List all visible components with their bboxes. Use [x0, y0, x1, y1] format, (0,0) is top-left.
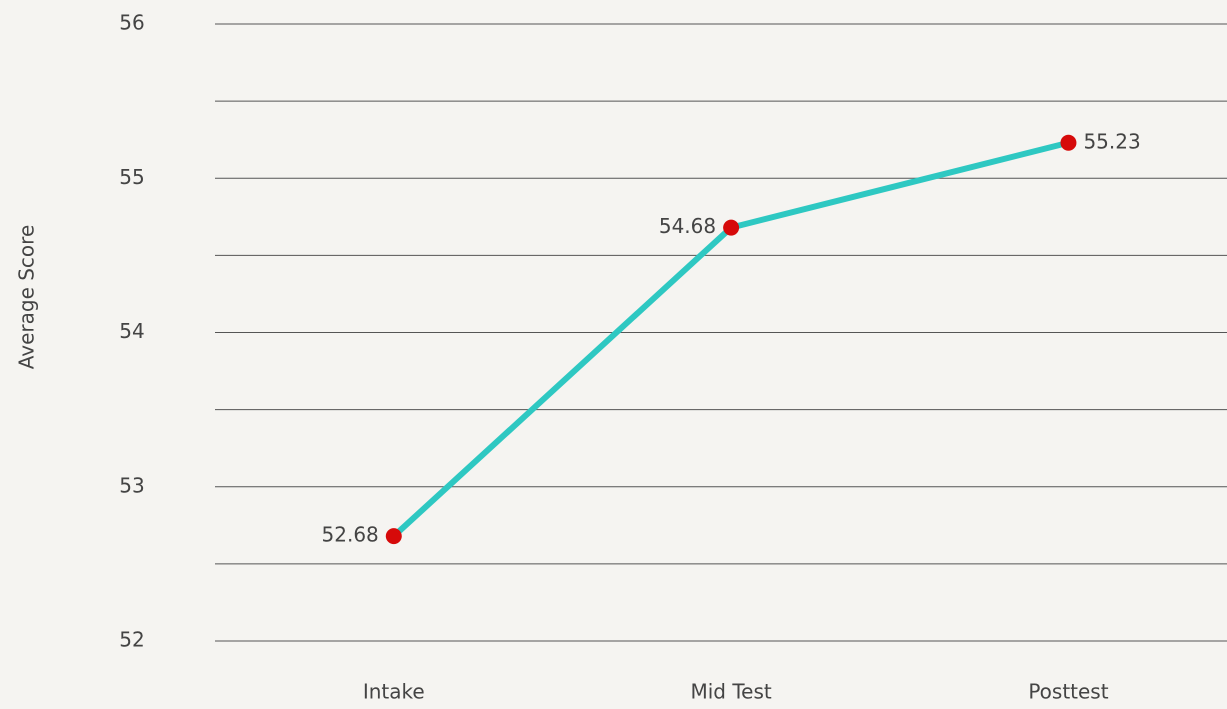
- data-label: 52.68: [322, 523, 379, 547]
- data-label: 55.23: [1083, 129, 1140, 153]
- data-label: 54.68: [659, 214, 716, 238]
- y-tick-label: 54: [119, 319, 144, 343]
- y-tick-label: 56: [119, 11, 144, 35]
- marker: [723, 219, 740, 236]
- y-tick-label: 55: [119, 165, 144, 189]
- x-tick-label: Intake: [363, 680, 425, 704]
- y-axis-label: Average Score: [15, 225, 39, 370]
- y-tick-label: 53: [119, 473, 144, 497]
- marker: [385, 528, 402, 545]
- x-tick-label: Posttest: [1028, 680, 1108, 704]
- marker: [1060, 134, 1077, 151]
- y-tick-label: 52: [119, 628, 144, 652]
- x-tick-label: Mid Test: [690, 680, 771, 704]
